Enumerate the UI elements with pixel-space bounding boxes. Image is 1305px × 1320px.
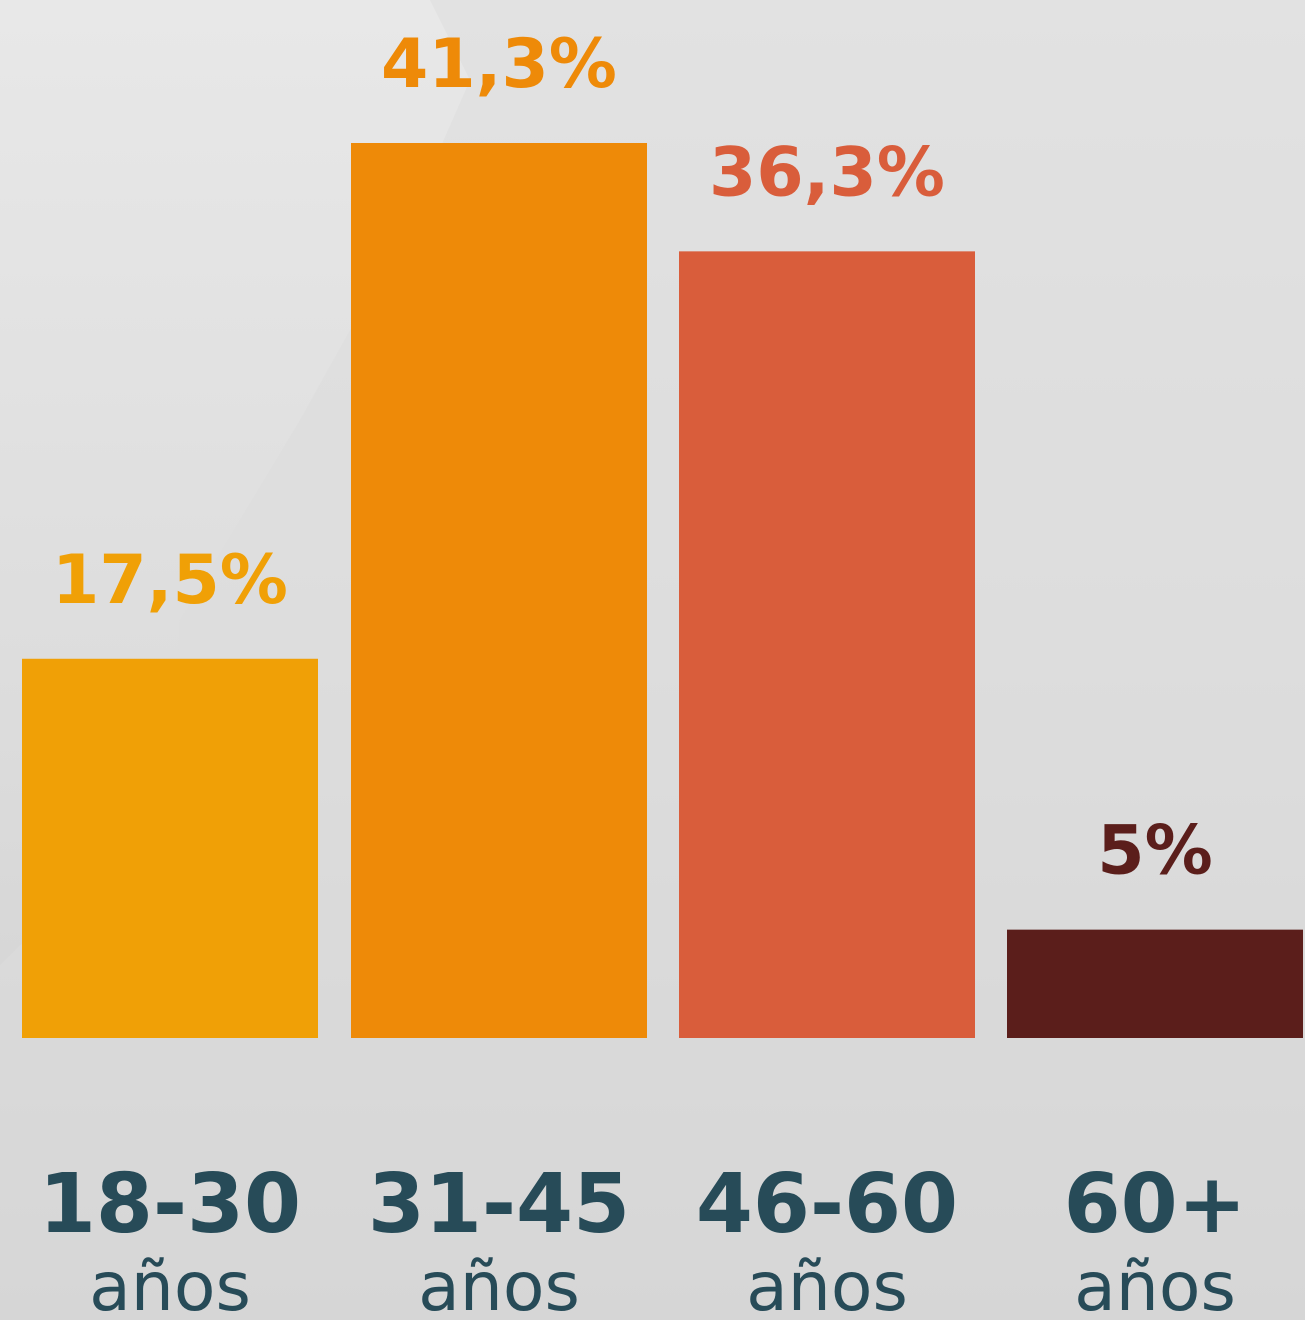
bar-value-label: 41,3% [381, 25, 617, 104]
bars-layer [22, 143, 1303, 1038]
bar-value-label: 36,3% [709, 133, 945, 212]
bar-4660 [679, 251, 975, 1038]
category-sublabel: años [746, 1248, 908, 1320]
value-labels-layer: 17,5% 41,3% 36,3% 5% [52, 25, 1213, 891]
category-sublabel: años [418, 1248, 580, 1320]
category-sublabel: años [89, 1248, 251, 1320]
bar-1830 [22, 658, 318, 1038]
category-label: 31-45 [368, 1157, 630, 1252]
bar-value-label: 17,5% [52, 541, 288, 620]
category-label: 46-60 [696, 1157, 958, 1252]
bar-60 [1007, 929, 1303, 1038]
bar-3145 [351, 143, 647, 1038]
category-sublabel: años [1074, 1248, 1236, 1320]
category-label: 60+ [1064, 1157, 1247, 1252]
category-label: 18-30 [39, 1157, 301, 1252]
bar-value-label: 5% [1097, 812, 1212, 891]
